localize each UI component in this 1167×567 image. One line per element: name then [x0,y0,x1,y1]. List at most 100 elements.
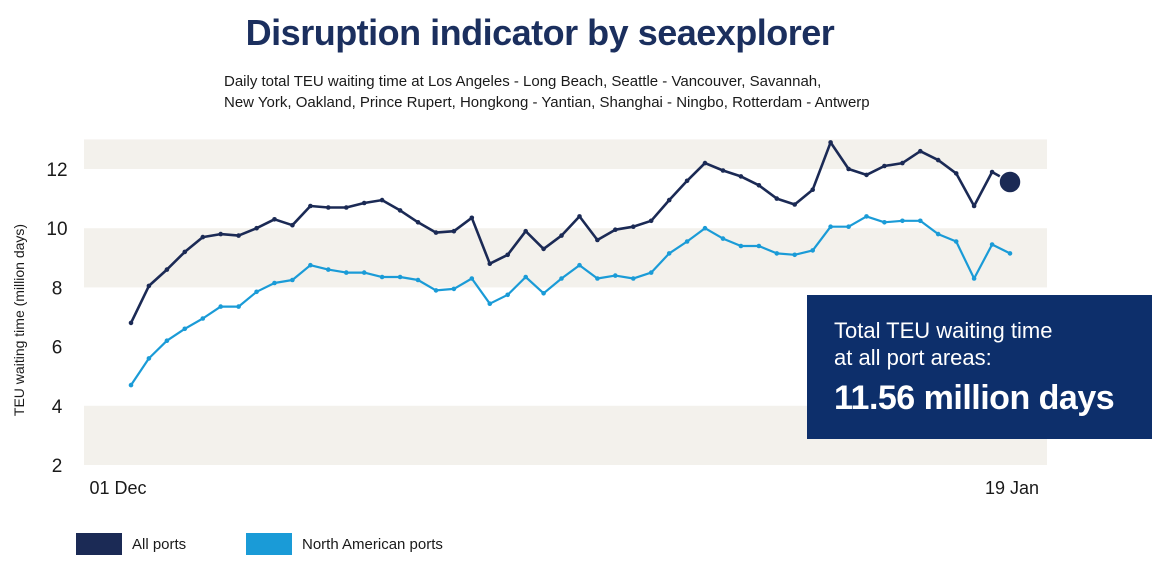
data-point-north-american [290,277,295,283]
data-point-all-ports [648,218,654,224]
subtitle-line-1: Daily total TEU waiting time at Los Ange… [224,73,822,90]
data-point-all-ports [756,183,762,188]
y-tick-label-4: 4 [52,397,63,418]
data-point-north-american [236,304,241,309]
data-point-north-american [182,326,188,332]
data-point-all-ports [810,187,815,192]
data-point-all-ports [326,205,331,210]
data-point-all-ports [918,148,923,154]
latest-value-marker [998,170,1022,194]
series-north-american [128,214,1013,388]
data-point-north-american [810,248,815,253]
data-point-all-ports [361,200,367,206]
data-point-all-ports [900,160,905,166]
data-point-all-ports [631,224,636,229]
data-point-north-american [828,224,833,229]
data-point-all-ports [344,205,349,210]
data-point-north-american [344,270,349,275]
data-point-north-american [272,280,277,286]
y-tick-label-2: 2 [52,456,63,477]
data-point-north-american [415,277,421,283]
data-point-north-american [361,270,367,275]
data-point-north-american [613,273,618,278]
data-point-all-ports [989,169,995,175]
band-8-10 [84,228,1047,288]
data-point-all-ports [738,174,744,179]
band-12-13 [84,139,1047,169]
data-point-north-american [792,252,797,258]
data-point-all-ports [128,320,134,326]
data-point-north-american [971,276,977,281]
data-point-all-ports [200,234,206,240]
data-point-north-american [379,274,385,280]
data-point-all-ports [218,231,223,237]
data-point-north-american [433,288,439,293]
data-point-all-ports [559,233,564,238]
data-point-north-american [487,301,493,307]
data-point-north-american [523,274,528,280]
data-point-north-american [146,356,152,361]
data-point-all-ports [720,168,726,173]
x-tick-label-end: 19 Jan [985,478,1039,498]
data-point-north-american [935,231,941,237]
data-point-north-american [1007,251,1013,256]
y-axis: 2 4 6 8 10 12 [46,160,67,477]
data-point-all-ports [415,220,421,225]
data-point-north-american [200,316,206,321]
callout-line-1: Total TEU waiting time [834,318,1053,343]
data-point-all-ports [577,214,582,219]
data-point-all-ports [882,163,887,169]
x-tick-label-start: 01 Dec [89,478,146,498]
data-point-all-ports [487,261,493,267]
data-point-north-american [577,262,582,268]
data-point-north-american [900,218,905,224]
data-point-all-ports [272,217,277,222]
data-point-all-ports [146,283,152,289]
y-tick-label-12: 12 [46,160,67,181]
data-point-north-american [595,276,600,281]
data-point-north-american [702,225,708,231]
data-point-all-ports [164,267,170,272]
data-point-north-american [469,276,475,281]
data-point-all-ports [523,228,528,234]
legend-item-all-ports: All ports [76,533,186,555]
data-point-north-american [720,236,726,241]
data-point-all-ports [613,227,618,232]
data-point-all-ports [684,178,690,184]
data-point-north-american [666,251,672,256]
data-point-north-american [451,286,457,292]
data-point-all-ports [935,157,941,163]
legend-label-north-american: North American ports [302,535,443,553]
data-point-all-ports [397,208,403,213]
data-point-all-ports [379,197,385,203]
data-point-north-american [648,270,654,275]
legend-item-north-american: North American ports [246,533,443,555]
series-line-all-ports [129,141,1011,324]
data-point-all-ports [846,166,851,172]
data-point-all-ports [433,230,439,235]
series-line-north-american [130,215,1011,386]
data-point-north-american [864,214,869,219]
x-axis: 01 Dec 19 Jan [89,478,1039,498]
data-point-all-ports [595,237,600,243]
data-point-north-american [953,239,959,244]
data-point-north-american [559,276,564,281]
data-point-all-ports [774,196,780,201]
data-point-north-american [505,292,511,298]
subtitle-line-2: New York, Oakland, Prince Rupert, Hongko… [224,94,870,111]
data-point-all-ports [702,160,708,166]
data-point-north-american [774,251,780,256]
series-all-ports [128,140,1022,326]
data-point-all-ports [971,203,977,209]
data-point-north-american [164,338,170,344]
data-point-all-ports [451,228,457,234]
data-point-all-ports [666,197,672,203]
callout-line-2: at all port areas: [834,345,992,370]
data-point-north-american [918,218,923,224]
data-point-all-ports [505,252,511,258]
data-point-north-american [541,291,546,296]
y-tick-label-10: 10 [46,219,67,240]
y-axis-label: TEU waiting time (million days) [11,224,27,416]
data-point-north-american [631,276,636,281]
